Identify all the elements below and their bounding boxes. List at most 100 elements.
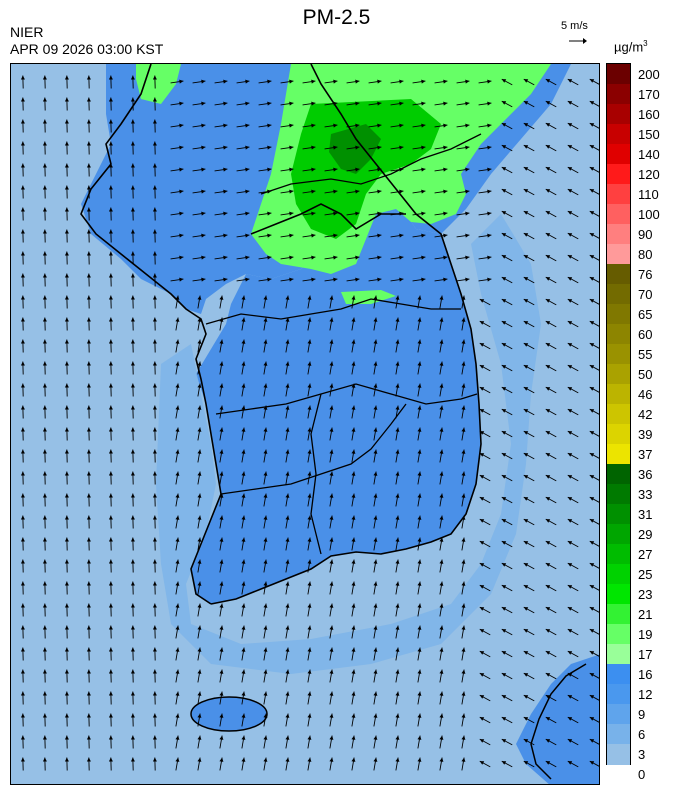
wind-arrowhead [417, 603, 422, 608]
wind-arrowhead [130, 97, 135, 102]
colorbar-segment [607, 484, 630, 505]
wind-arrowhead [399, 79, 404, 84]
wind-arrowhead [108, 625, 113, 630]
wind-arrowhead [373, 471, 378, 476]
unit-label: µg/m3 [614, 39, 648, 54]
wind-arrowhead [130, 559, 135, 564]
wind-arrowhead [523, 607, 529, 611]
wind-arrowhead [355, 145, 360, 150]
wind-arrowhead [130, 427, 135, 432]
wind-arrowhead [461, 735, 466, 740]
wind-arrowhead [20, 185, 25, 190]
wind-arrowhead [523, 387, 529, 391]
admin-boundary-5 [260, 133, 482, 195]
wind-arrowhead [175, 603, 180, 608]
wind-arrowhead [439, 515, 444, 520]
wind-arrowhead [64, 163, 69, 168]
wind-arrowhead [20, 339, 25, 344]
wind-arrowhead [545, 123, 551, 127]
wind-arrowhead [461, 669, 466, 674]
wind-arrowhead [567, 123, 573, 127]
wind-arrowhead [395, 383, 400, 388]
colorbar-segment [607, 184, 630, 205]
wind-arrowhead [179, 101, 184, 106]
wind-arrowhead [86, 647, 91, 652]
wind-arrowhead [130, 361, 135, 366]
wind-arrowhead [439, 691, 444, 696]
wind-arrowhead [130, 229, 135, 234]
wind-arrowhead [263, 471, 268, 476]
wind-arrowhead [223, 189, 228, 194]
wind-arrowhead [263, 713, 268, 718]
wind-arrowhead [152, 251, 157, 256]
wind-arrowhead [20, 229, 25, 234]
wind-arrowhead [351, 471, 356, 476]
wind-arrowhead [108, 207, 113, 212]
wind-arrowhead [64, 449, 69, 454]
wind-arrowhead [479, 629, 485, 633]
colorbar-tick-label: 90 [638, 227, 653, 242]
wind-arrowhead [443, 167, 448, 172]
map-title: PM-2.5 [302, 6, 371, 29]
wind-arrowhead [86, 75, 91, 80]
colorbar-tick-label: 3 [638, 747, 646, 762]
wind-arrowhead [42, 603, 47, 608]
wind-arrowhead [152, 229, 157, 234]
wind-arrowhead [417, 295, 422, 300]
wind-arrowhead [501, 277, 507, 281]
wind-arrowhead [589, 343, 595, 347]
wind-arrowhead [487, 189, 492, 194]
wind-arrowhead [179, 79, 184, 84]
wind-arrowhead [417, 449, 422, 454]
wind-arrowhead [395, 537, 400, 542]
colorbar-segment [607, 424, 630, 445]
wind-arrowhead [130, 735, 135, 740]
wind-arrowhead [130, 691, 135, 696]
wind-arrowhead [108, 119, 113, 124]
wind-arrowhead [201, 145, 206, 150]
wind-arrowhead [417, 427, 422, 432]
wind-arrowhead [241, 559, 246, 564]
wind-arrowhead [201, 79, 206, 84]
wind-arrowhead [395, 471, 400, 476]
wind-arrowhead [20, 691, 25, 696]
wind-arrowhead [267, 233, 272, 238]
wind-arrowhead [373, 625, 378, 630]
wind-arrowhead [523, 695, 529, 699]
wind-arrowhead [443, 79, 448, 84]
wind-arrowhead [487, 123, 492, 128]
wind-arrowhead [443, 123, 448, 128]
wind-arrowhead [373, 603, 378, 608]
wind-arrowhead [108, 141, 113, 146]
wind-arrowhead [130, 295, 135, 300]
wind-arrowhead [64, 405, 69, 410]
wind-arrowhead [461, 625, 466, 630]
colorbar-tick-label: 120 [638, 167, 660, 182]
wind-arrowhead [377, 167, 382, 172]
wind-arrowhead [223, 233, 228, 238]
wind-arrowhead [20, 471, 25, 476]
wind-arrowhead [373, 449, 378, 454]
wind-arrowhead [461, 339, 466, 344]
wind-arrowhead [108, 449, 113, 454]
wind-arrowhead [130, 471, 135, 476]
wind-arrowhead [152, 493, 157, 498]
wind-arrowhead [64, 559, 69, 564]
wind-arrowhead [439, 405, 444, 410]
colorbar-segment [607, 304, 630, 325]
wind-arrowhead [130, 625, 135, 630]
wind-arrowhead [86, 163, 91, 168]
wind-arrowhead [373, 361, 378, 366]
wind-arrowhead [42, 97, 47, 102]
wind-arrowhead [263, 493, 268, 498]
wind-arrowhead [417, 537, 422, 542]
wind-arrowhead [545, 607, 551, 611]
wind-arrowhead [201, 101, 206, 106]
wind-arrowhead [20, 97, 25, 102]
wind-arrowhead [417, 361, 422, 366]
wind-arrowhead [263, 427, 268, 432]
wind-arrowhead [263, 581, 268, 586]
wind-arrowhead [501, 673, 507, 677]
wind-arrowhead [20, 537, 25, 542]
wind-arrowhead [329, 713, 334, 718]
